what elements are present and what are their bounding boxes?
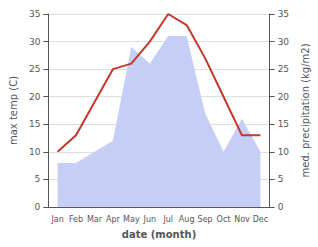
svg-text:Dec: Dec <box>253 215 268 224</box>
svg-text:med. precipitation (kg/m2): med. precipitation (kg/m2) <box>300 43 311 177</box>
svg-text:35: 35 <box>29 9 40 19</box>
svg-text:5: 5 <box>278 174 284 184</box>
svg-text:May: May <box>123 215 140 224</box>
svg-text:0: 0 <box>278 202 284 212</box>
svg-text:Oct: Oct <box>217 215 231 224</box>
svg-text:20: 20 <box>29 92 41 102</box>
svg-text:Feb: Feb <box>69 215 83 224</box>
svg-text:30: 30 <box>278 37 290 47</box>
svg-text:15: 15 <box>29 119 40 129</box>
svg-text:0: 0 <box>35 202 41 212</box>
svg-text:15: 15 <box>278 119 289 129</box>
svg-text:30: 30 <box>29 37 41 47</box>
svg-text:Aug: Aug <box>179 215 195 224</box>
svg-text:20: 20 <box>278 92 290 102</box>
svg-text:max temp (C): max temp (C) <box>8 76 19 145</box>
svg-text:35: 35 <box>278 9 289 19</box>
svg-text:10: 10 <box>29 147 41 157</box>
svg-text:Jan: Jan <box>50 215 63 224</box>
svg-text:5: 5 <box>35 174 41 184</box>
svg-text:25: 25 <box>278 64 289 74</box>
svg-text:25: 25 <box>29 64 40 74</box>
svg-text:10: 10 <box>278 147 290 157</box>
svg-text:Jul: Jul <box>162 215 173 224</box>
svg-text:Mar: Mar <box>87 215 103 224</box>
svg-text:date (month): date (month) <box>122 229 196 240</box>
svg-text:Sep: Sep <box>198 215 213 224</box>
svg-text:Nov: Nov <box>234 215 250 224</box>
svg-text:Apr: Apr <box>106 215 121 224</box>
svg-text:Jun: Jun <box>143 215 157 224</box>
